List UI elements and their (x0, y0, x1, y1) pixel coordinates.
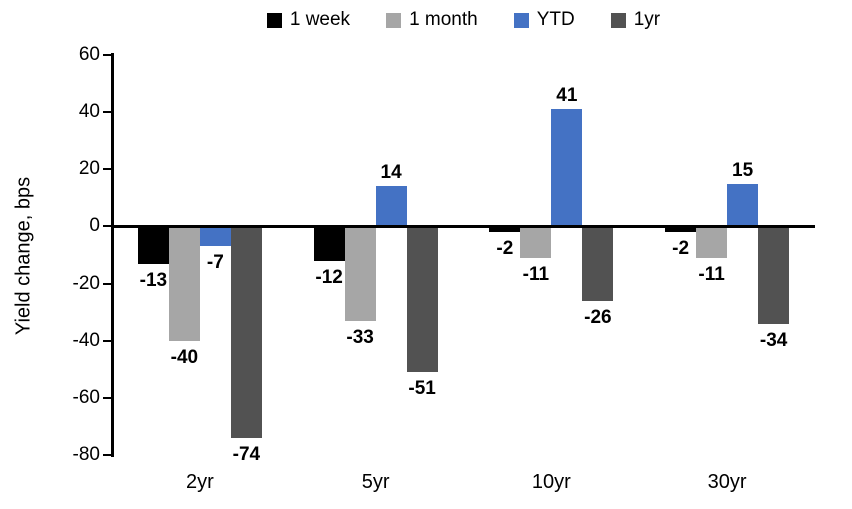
y-tick-label: 40 (78, 101, 100, 123)
x-category-label: 5yr (361, 471, 390, 493)
bar-1-week-30yr (665, 226, 697, 233)
bar-value-label: -12 (315, 266, 343, 288)
legend-label: 1 week (289, 9, 351, 30)
bar-value-label: 41 (556, 85, 578, 107)
bar-1yr-5yr (406, 226, 438, 373)
bar-1-week-10yr (489, 226, 521, 233)
bar-value-label: -34 (759, 329, 788, 351)
bar-1yr-2yr (230, 226, 262, 438)
legend-item: YTD (513, 9, 575, 31)
y-tick-label: 0 (89, 215, 100, 237)
bar-YTD-5yr (375, 186, 407, 227)
y-tick-label: -80 (72, 444, 100, 465)
legend-item: 1 week (266, 9, 351, 31)
y-tick-mark (103, 54, 112, 56)
bar-value-label: -11 (698, 263, 725, 285)
legend-swatch-icon (610, 12, 626, 28)
bar-value-label: -33 (346, 326, 374, 348)
y-tick-mark (103, 396, 112, 399)
bar-1-week-2yr (137, 226, 169, 264)
bar-YTD-2yr (199, 226, 231, 247)
bar-value-label: -13 (139, 269, 168, 291)
bar-1-week-5yr (313, 226, 345, 261)
bar-1yr-30yr (758, 226, 790, 324)
bar-value-label: -7 (206, 252, 224, 274)
legend-label: 1 month (409, 9, 478, 30)
y-tick-label: -20 (72, 272, 100, 294)
bar-value-label: 15 (732, 159, 754, 181)
y-tick-label: -60 (72, 386, 100, 408)
bar-YTD-10yr (551, 109, 583, 227)
y-tick-mark (103, 225, 112, 228)
x-category-label: 10yr (531, 471, 571, 493)
y-tick-mark (103, 282, 112, 285)
y-tick-label: 60 (78, 44, 100, 65)
legend-label: YTD (536, 9, 575, 30)
bar-value-label: -2 (496, 238, 514, 260)
bar-value-label: -40 (170, 346, 199, 368)
legend-item: 1yr (610, 9, 661, 31)
y-tick-mark (103, 339, 112, 342)
x-axis-zero-line (112, 225, 815, 229)
x-category-label: 30yr (707, 471, 747, 493)
legend-label: 1yr (633, 9, 661, 30)
bar-value-label: -74 (232, 443, 261, 465)
bar-1yr-10yr (582, 226, 614, 301)
y-axis-title: Yield change, bps (12, 176, 35, 336)
bar-value-label: 14 (380, 162, 402, 184)
legend-swatch-icon (386, 12, 402, 28)
bar-1-month-10yr (520, 226, 552, 258)
bar-value-label: -11 (522, 263, 550, 285)
y-tick-mark (103, 168, 112, 171)
legend-item: 1 month (386, 9, 478, 31)
y-tick-label: 20 (78, 158, 100, 180)
y-tick-mark (103, 454, 112, 456)
bar-YTD-30yr (727, 183, 759, 227)
y-tick-mark (103, 111, 112, 114)
bar-1-month-5yr (344, 226, 376, 321)
legend-swatch-icon (513, 12, 529, 28)
chart-legend: 1 week 1 month YTD 1yr (112, 9, 815, 31)
bar-value-label: -51 (408, 378, 436, 400)
y-axis-line (111, 53, 114, 457)
bar-value-label: -2 (672, 238, 690, 260)
legend-swatch-icon (266, 12, 282, 28)
bar-value-label: -26 (584, 306, 612, 328)
bar-1-month-2yr (168, 226, 200, 341)
y-tick-label: -40 (72, 329, 100, 351)
bar-1-month-30yr (696, 226, 728, 258)
x-category-label: 2yr (185, 471, 214, 493)
